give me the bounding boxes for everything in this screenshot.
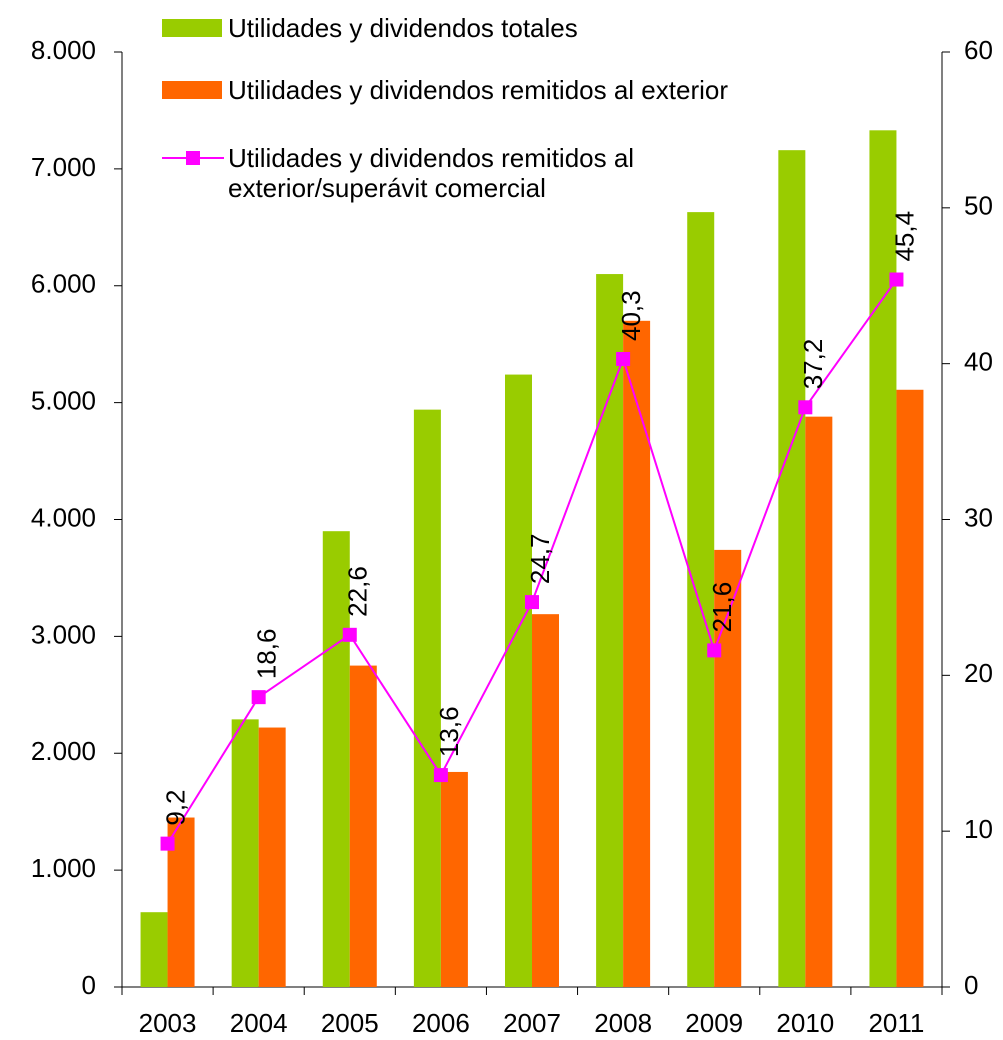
y-tick-label: 0 — [82, 970, 96, 1000]
bar — [349, 665, 377, 987]
marker — [342, 627, 357, 642]
bar — [140, 912, 168, 987]
bar — [596, 274, 624, 987]
x-tick-label: 2011 — [868, 1008, 924, 1038]
marker — [525, 595, 539, 610]
bar — [413, 409, 441, 987]
y2-tick-label: 60 — [964, 35, 993, 65]
legend-marker — [186, 151, 200, 165]
y-tick-label: 7.000 — [31, 152, 96, 182]
data-label: 9,2 — [160, 789, 190, 825]
bar — [623, 320, 651, 987]
x-tick-label: 2009 — [685, 1008, 743, 1038]
y2-tick-label: 0 — [964, 970, 978, 1000]
legend-label: Utilidades y dividendos remitidos al ext… — [228, 143, 635, 203]
legend-label: Utilidades y dividendos totales — [228, 13, 578, 43]
data-label: 18,6 — [252, 629, 282, 680]
data-label: 22,6 — [343, 566, 373, 617]
marker — [160, 836, 175, 851]
y2-tick-label: 10 — [964, 814, 993, 844]
y2-tick-label: 30 — [964, 502, 993, 532]
x-tick-label: 2007 — [503, 1008, 561, 1038]
y2-tick-label: 50 — [964, 191, 993, 221]
bar — [714, 549, 742, 987]
x-tick-label: 2008 — [594, 1008, 652, 1038]
y2-tick-label: 40 — [964, 347, 993, 377]
x-tick-label: 2010 — [776, 1008, 834, 1038]
data-label: 24,7 — [525, 533, 555, 584]
y-tick-label: 4.000 — [31, 502, 96, 532]
y-tick-label: 8.000 — [31, 35, 96, 65]
bar — [532, 614, 559, 987]
y-tick-label: 3.000 — [31, 619, 96, 649]
marker — [889, 272, 904, 287]
bar — [778, 150, 806, 988]
data-label: 45,4 — [889, 211, 919, 262]
marker — [433, 768, 448, 783]
x-tick-label: 2004 — [230, 1008, 288, 1038]
data-label: 13,6 — [434, 706, 464, 757]
x-tick-label: 2005 — [321, 1008, 379, 1038]
bar — [440, 771, 468, 987]
data-label: 40,3 — [616, 290, 646, 341]
y-tick-label: 6.000 — [31, 269, 96, 299]
y-tick-label: 5.000 — [31, 386, 96, 416]
y2-tick-label: 20 — [964, 658, 993, 688]
marker — [251, 690, 266, 705]
bar — [505, 374, 532, 987]
bar — [231, 719, 259, 987]
marker — [798, 400, 813, 415]
bar — [687, 212, 715, 987]
data-label: 37,2 — [798, 339, 828, 390]
data-label: 21,6 — [707, 582, 737, 633]
x-tick-label: 2006 — [412, 1008, 470, 1038]
y-tick-label: 1.000 — [31, 853, 96, 883]
legend-swatch — [162, 81, 222, 99]
x-tick-label: 2003 — [139, 1008, 197, 1038]
y-tick-label: 2.000 — [31, 736, 96, 766]
marker — [616, 351, 631, 366]
bar — [322, 531, 350, 987]
bar — [258, 727, 286, 987]
marker — [707, 643, 722, 658]
legend-swatch — [162, 19, 222, 37]
bar — [896, 389, 924, 987]
bar — [805, 416, 833, 987]
legend-label: Utilidades y dividendos remitidos al ext… — [228, 75, 729, 105]
